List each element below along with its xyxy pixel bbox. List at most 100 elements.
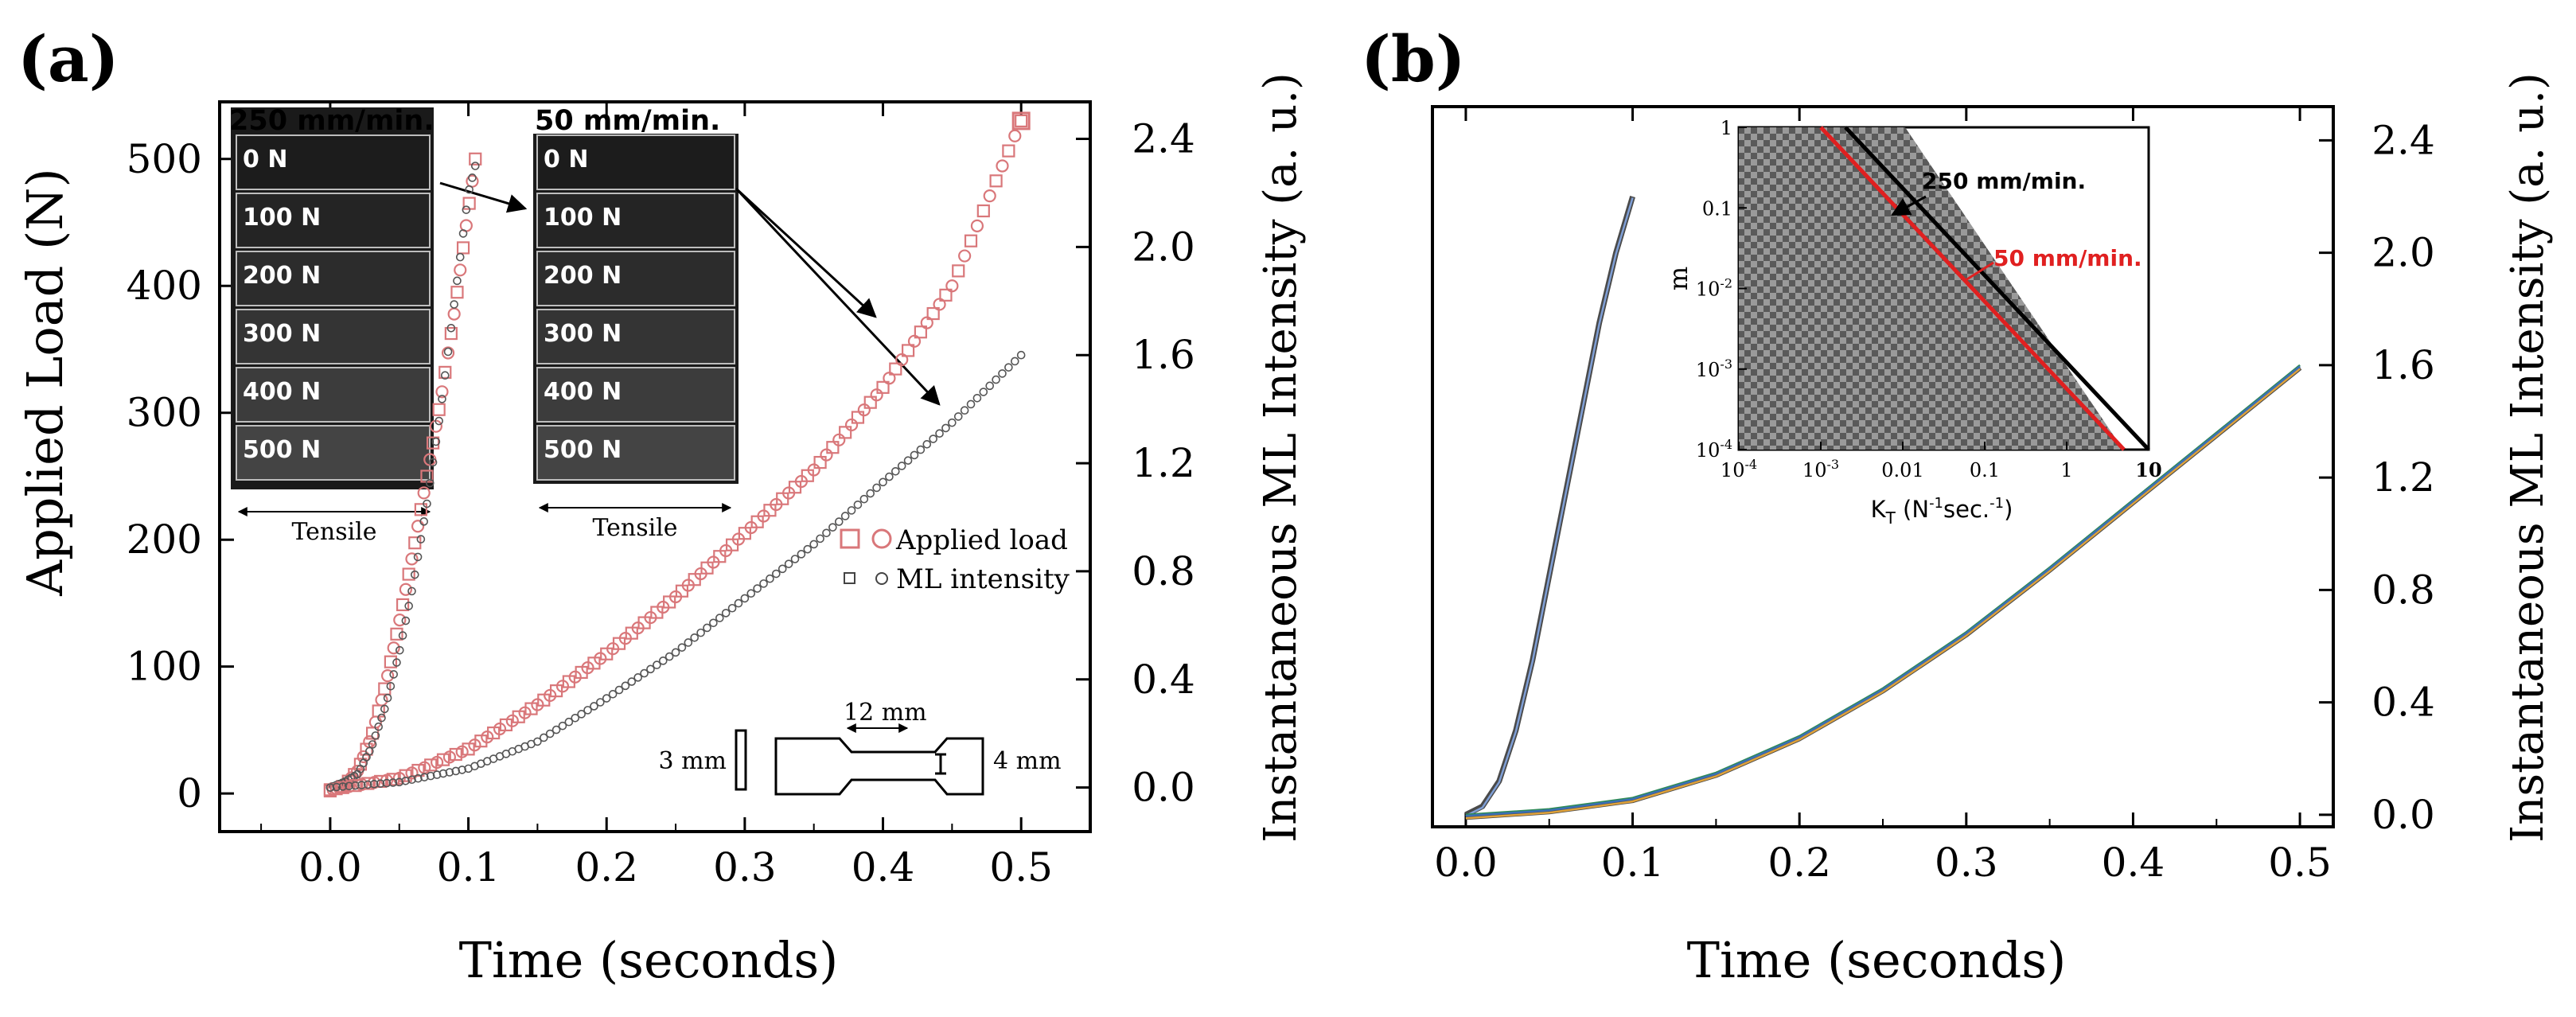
series-applied-load-marker <box>945 279 959 293</box>
inset-x-axis-unit-mid: sec. <box>1943 496 1989 523</box>
series-ml-intensity-marker <box>966 399 976 409</box>
tick-base: 10 <box>1696 439 1721 462</box>
photo-frame-label: 100 N <box>243 204 321 232</box>
series-ml-intensity-marker <box>398 631 407 640</box>
inset-250-photo-strip: 250 mm/min. 0 N 100 N 200 N 300 N 400 N 500 N… <box>229 105 435 546</box>
series-ml-intensity-marker <box>627 677 637 686</box>
series-ml-intensity-marker <box>703 623 711 633</box>
series-ml-intensity-marker <box>426 771 435 781</box>
panel-a-plot-frame <box>218 100 1092 833</box>
series-applied-load-marker <box>436 753 450 766</box>
series-applied-load-marker <box>939 288 953 302</box>
photo-frame <box>236 367 431 423</box>
series-ml-intensity-marker <box>859 494 869 504</box>
series-ml-intensity-marker <box>684 638 693 647</box>
series-ml-intensity-marker <box>458 229 468 238</box>
series-ml-intensity-marker <box>621 681 630 691</box>
series-ml-intensity-marker <box>953 412 963 421</box>
series-ml-intensity-marker <box>416 535 426 544</box>
legend-label-applied-load: Applied load <box>895 524 1068 556</box>
series-ml-intensity-marker <box>658 657 668 665</box>
series-ml-intensity-marker <box>564 717 574 727</box>
series-ml-intensity-marker <box>602 694 611 703</box>
tick-exponent: -2 <box>1720 276 1732 291</box>
legend-square-marker <box>844 572 855 584</box>
series-ml-intensity-marker <box>376 779 385 789</box>
series-ml-intensity-marker <box>960 406 969 415</box>
tick-base: 10 <box>1696 359 1721 381</box>
series-ml-intensity-marker <box>916 445 926 454</box>
panel-a-x-axis-title: Time (seconds) <box>459 931 839 989</box>
photo-frame-label: 0 N <box>243 146 287 173</box>
y2-tick-label: 2.4 <box>1132 116 1195 162</box>
x-tick-label: 0.0 <box>1434 840 1498 886</box>
inset-x-tick-label: 0.1 <box>1970 459 2000 481</box>
photo-frame-label: 500 N <box>243 436 321 464</box>
legend-circle-marker <box>875 572 888 585</box>
inset-x-axis-unit-sup1: -1 <box>1929 495 1943 512</box>
series-ml-intensity-marker <box>369 780 379 789</box>
y-tick-label: 0 <box>177 770 202 816</box>
series-applied-load-marker <box>826 441 840 454</box>
series-applied-load-endpoint <box>1011 111 1031 131</box>
specimen-schematic <box>735 723 984 796</box>
series-applied-load-marker <box>414 503 427 516</box>
series-applied-load-marker <box>462 742 475 756</box>
series-ml-intensity-marker <box>371 731 380 740</box>
tick-exponent: -4 <box>1744 457 1757 472</box>
series-ml-intensity-marker <box>777 564 787 574</box>
series-line <box>1465 368 2301 820</box>
series-applied-load-marker <box>402 567 415 581</box>
x-tick-label: 0.1 <box>1601 840 1665 886</box>
specimen-outline <box>774 737 984 796</box>
series-ml-intensity-marker <box>420 773 429 781</box>
series-ml-intensity-marker <box>583 706 592 715</box>
series-ml-intensity-marker <box>445 768 454 777</box>
inset-label-50-arrow <box>1965 261 1994 282</box>
series-ml-intensity-marker <box>816 534 824 544</box>
series-ml-intensity-marker <box>440 371 450 380</box>
series-ml-intensity-marker <box>446 323 456 333</box>
series-ml-intensity-marker <box>388 778 398 787</box>
series-ml-intensity-marker <box>425 478 435 488</box>
series-applied-load-marker <box>349 779 362 793</box>
series-applied-load-marker <box>456 241 470 255</box>
specimen-thickness-label: 3 mm <box>658 747 727 775</box>
inset-y-tick-label: 10-3 <box>1696 357 1732 381</box>
panel-a-y-axis-title: Applied Load (N) <box>16 168 74 596</box>
series-ml-intensity-marker <box>558 721 567 731</box>
series-ml-intensity-marker <box>797 550 806 559</box>
series-applied-load-marker <box>970 219 984 232</box>
series-applied-load-marker <box>876 380 890 394</box>
series-ml-intensity-marker <box>410 570 419 579</box>
series-ml-intensity-marker <box>709 618 718 628</box>
y-tick-label: 100 <box>127 644 202 690</box>
series-ml-intensity-marker <box>395 777 404 787</box>
series-ml-intensity-marker <box>929 434 937 443</box>
series-applied-load-marker <box>454 263 467 277</box>
y-tick-label: 500 <box>127 136 202 182</box>
inset-50-title: 50 mm/min. <box>535 105 720 137</box>
series-ml-intensity-marker <box>338 782 348 791</box>
series-ml-intensity-marker <box>822 528 831 538</box>
y2-tick-label: 0.4 <box>1132 657 1195 703</box>
series-ml-intensity-marker <box>438 395 446 403</box>
series-ml-intensity-marker <box>885 472 894 481</box>
panel-a-label: (a) <box>18 21 119 96</box>
inset-y-tick-label: 0.1 <box>1702 197 1732 220</box>
tick-base: 10 <box>1696 279 1721 301</box>
panel-b: (b) 0.0 0.1 0.2 0.3 0.4 0.5 0.0 0.4 0.8 1.2 1.6 2.0… <box>1361 21 2554 989</box>
photo-frame-label: 300 N <box>243 320 321 348</box>
series-applied-load-marker <box>432 403 446 416</box>
series-ml-intensity-marker <box>407 586 416 596</box>
series-ml-intensity-marker <box>413 552 423 562</box>
series-ml-intensity-marker <box>377 713 386 723</box>
photo-frame-label: 200 N <box>243 262 321 290</box>
series-ml-intensity-marker <box>948 418 957 427</box>
photo-frame-label: 0 N <box>544 146 588 173</box>
series-ml-intensity-marker <box>772 569 781 579</box>
inset-250-frames: 0 N 100 N 200 N 300 N 400 N 500 N <box>236 134 431 481</box>
series-ml-intensity-marker <box>374 722 383 731</box>
series-ml-intensity-marker <box>365 746 374 756</box>
